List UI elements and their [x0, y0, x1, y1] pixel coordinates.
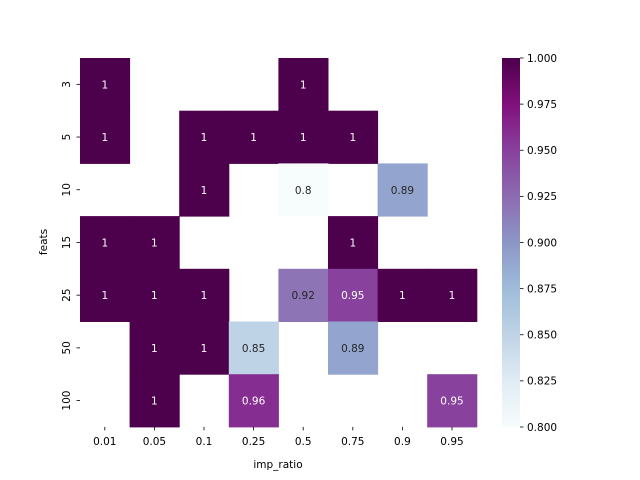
colorbar-ticks: 0.800 0.825 0.850 0.875 0.900 0.925 0.950 0.975… — [520, 53, 557, 434]
heatmap-cell — [179, 321, 230, 375]
cell-value-label: 1 — [250, 132, 257, 144]
x-tick-label: 0.75 — [341, 436, 364, 448]
cell-labels: 1 1 1 1 1 1 1 1 0.8 0.89 1 1 1 1 1 1 0.92 0.95 1 1 1 1 0.85 0.8… — [101, 79, 463, 407]
heatmap-cell — [278, 163, 329, 217]
heatmap-cell — [179, 268, 230, 322]
cell-value-label: 1 — [201, 185, 208, 197]
cell-value-label: 0.89 — [341, 343, 364, 355]
colorbar-tick-label: 0.875 — [527, 283, 557, 295]
heatmap-cell — [278, 58, 329, 112]
cell-value-label: 0.92 — [292, 290, 315, 302]
cell-value-label: 0.89 — [391, 185, 414, 197]
heatmap-cell — [427, 268, 478, 322]
cell-value-label: 1 — [151, 290, 158, 302]
x-axis-label: imp_ratio — [253, 459, 302, 471]
cell-value-label: 1 — [399, 290, 406, 302]
cell-value-label: 1 — [201, 290, 208, 302]
heatmap-cell — [228, 321, 279, 375]
y-tick-label: 5 — [61, 134, 73, 141]
x-tick-label: 0.1 — [196, 436, 213, 448]
heatmap-cell — [278, 110, 329, 164]
y-tick-label: 10 — [61, 183, 73, 196]
colorbar-tick-label: 0.800 — [527, 422, 557, 434]
x-tick-label: 0.95 — [440, 436, 463, 448]
heatmap-cell — [328, 321, 379, 375]
cell-value-label: 1 — [101, 79, 108, 91]
colorbar-tick-label: 0.925 — [527, 191, 557, 203]
heatmap-cell — [228, 110, 279, 164]
heatmap-cell — [278, 268, 329, 322]
colorbar-tick-label: 0.975 — [527, 99, 557, 111]
cell-value-label: 1 — [151, 396, 158, 408]
cell-value-label: 1 — [300, 79, 307, 91]
y-tick-label: 50 — [61, 341, 73, 354]
y-tick-label: 100 — [61, 391, 73, 411]
x-tick-label: 0.25 — [242, 436, 265, 448]
heatmap-cell — [228, 374, 279, 428]
heatmap-cell — [328, 110, 379, 164]
cell-value-label: 1 — [101, 237, 108, 249]
heatmap-cell — [80, 216, 131, 270]
cell-value-label: 1 — [449, 290, 456, 302]
y-axis-ticks: 3 5 10 15 25 50 100 — [61, 81, 80, 411]
y-tick-label: 15 — [61, 236, 73, 249]
colorbar-tick-label: 0.900 — [527, 237, 557, 249]
colorbar-tick-label: 1.000 — [527, 53, 557, 65]
heatmap-cell — [129, 321, 180, 375]
cell-value-label: 1 — [151, 237, 158, 249]
heatmap-cell — [377, 268, 428, 322]
cell-value-label: 1 — [349, 237, 356, 249]
heatmap-cell — [377, 163, 428, 217]
heatmap-cell — [179, 163, 230, 217]
heatmap-cell — [80, 110, 131, 164]
colorbar-tick-label: 0.825 — [527, 376, 557, 388]
cell-value-label: 1 — [201, 343, 208, 355]
cell-value-label: 1 — [101, 132, 108, 144]
cell-value-label: 1 — [349, 132, 356, 144]
heatmap-cell — [328, 216, 379, 270]
heatmap-cell — [129, 268, 180, 322]
cell-value-label: 1 — [151, 343, 158, 355]
x-tick-label: 0.01 — [93, 436, 116, 448]
heatmap-cell — [80, 58, 131, 112]
y-tick-label: 3 — [61, 81, 73, 88]
x-axis-ticks: 0.01 0.05 0.1 0.25 0.5 0.75 0.9 0.95 — [93, 426, 464, 448]
colorbar-tick-label: 0.950 — [527, 145, 557, 157]
cell-value-label: 0.85 — [242, 343, 265, 355]
heatmap-cell — [129, 216, 180, 270]
cell-value-label: 0.95 — [440, 396, 463, 408]
heatmap-cell — [427, 374, 478, 428]
heatmap-cell — [129, 374, 180, 428]
colorbar-tick-label: 0.850 — [527, 330, 557, 342]
cell-value-label: 0.95 — [341, 290, 364, 302]
heatmap-cell — [179, 110, 230, 164]
heatmap-cell — [328, 268, 379, 322]
cell-value-label: 1 — [201, 132, 208, 144]
heatmap-cell — [80, 268, 131, 322]
heatmap-cells — [80, 58, 478, 428]
y-axis-label: feats — [38, 229, 50, 255]
cell-value-label: 0.8 — [295, 185, 312, 197]
cell-value-label: 1 — [300, 132, 307, 144]
x-tick-label: 0.5 — [295, 436, 312, 448]
cell-value-label: 1 — [101, 290, 108, 302]
x-tick-label: 0.9 — [394, 436, 411, 448]
cell-value-label: 0.96 — [242, 396, 266, 408]
y-tick-label: 25 — [61, 288, 73, 301]
colorbar — [502, 58, 520, 427]
x-tick-label: 0.05 — [143, 436, 166, 448]
